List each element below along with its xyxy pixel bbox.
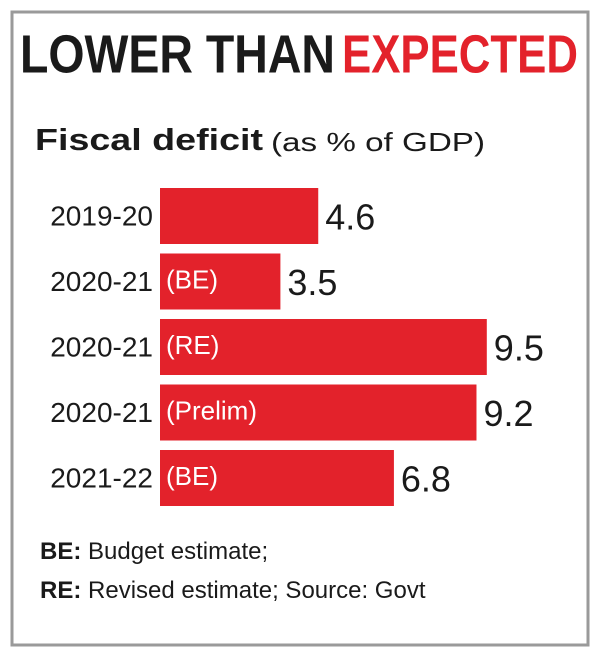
bar bbox=[160, 188, 319, 244]
footnote-term: RE: bbox=[40, 577, 81, 604]
chart-title: LOWER THAN bbox=[20, 24, 335, 84]
bar-label: (BE) bbox=[166, 264, 218, 294]
category-label: 2020-21 bbox=[50, 397, 153, 428]
bar-label: (Prelim) bbox=[166, 395, 257, 425]
bar-label: (BE) bbox=[166, 461, 218, 491]
bar bbox=[160, 319, 487, 375]
category-label: 2020-21 bbox=[50, 331, 153, 362]
unit-label: (as % of GDP) bbox=[271, 127, 485, 157]
footnote: RE: Revised estimate; Source: Govt bbox=[40, 577, 426, 604]
value-label: 9.5 bbox=[494, 328, 544, 369]
footnote-term: BE: bbox=[40, 538, 81, 565]
chart-subtitle: Fiscal deficit bbox=[35, 122, 263, 157]
bar bbox=[160, 384, 477, 441]
chart-title-highlight: EXPECTED bbox=[342, 24, 578, 84]
value-label: 4.6 bbox=[325, 197, 375, 238]
bar-label: (RE) bbox=[166, 330, 219, 360]
category-label: 2020-21 bbox=[50, 266, 153, 297]
value-label: 3.5 bbox=[287, 262, 337, 303]
footnote-text: Budget estimate; bbox=[88, 538, 268, 565]
bar bbox=[160, 450, 394, 506]
value-label: 9.2 bbox=[483, 393, 533, 434]
bar bbox=[160, 253, 281, 310]
category-label: 2021-22 bbox=[50, 462, 153, 493]
value-label: 6.8 bbox=[401, 459, 451, 500]
frame bbox=[10, 10, 590, 647]
category-label: 2019-20 bbox=[50, 200, 153, 231]
footnote: BE: Budget estimate; bbox=[40, 538, 268, 565]
footnote-text: Revised estimate; Source: Govt bbox=[88, 577, 426, 604]
